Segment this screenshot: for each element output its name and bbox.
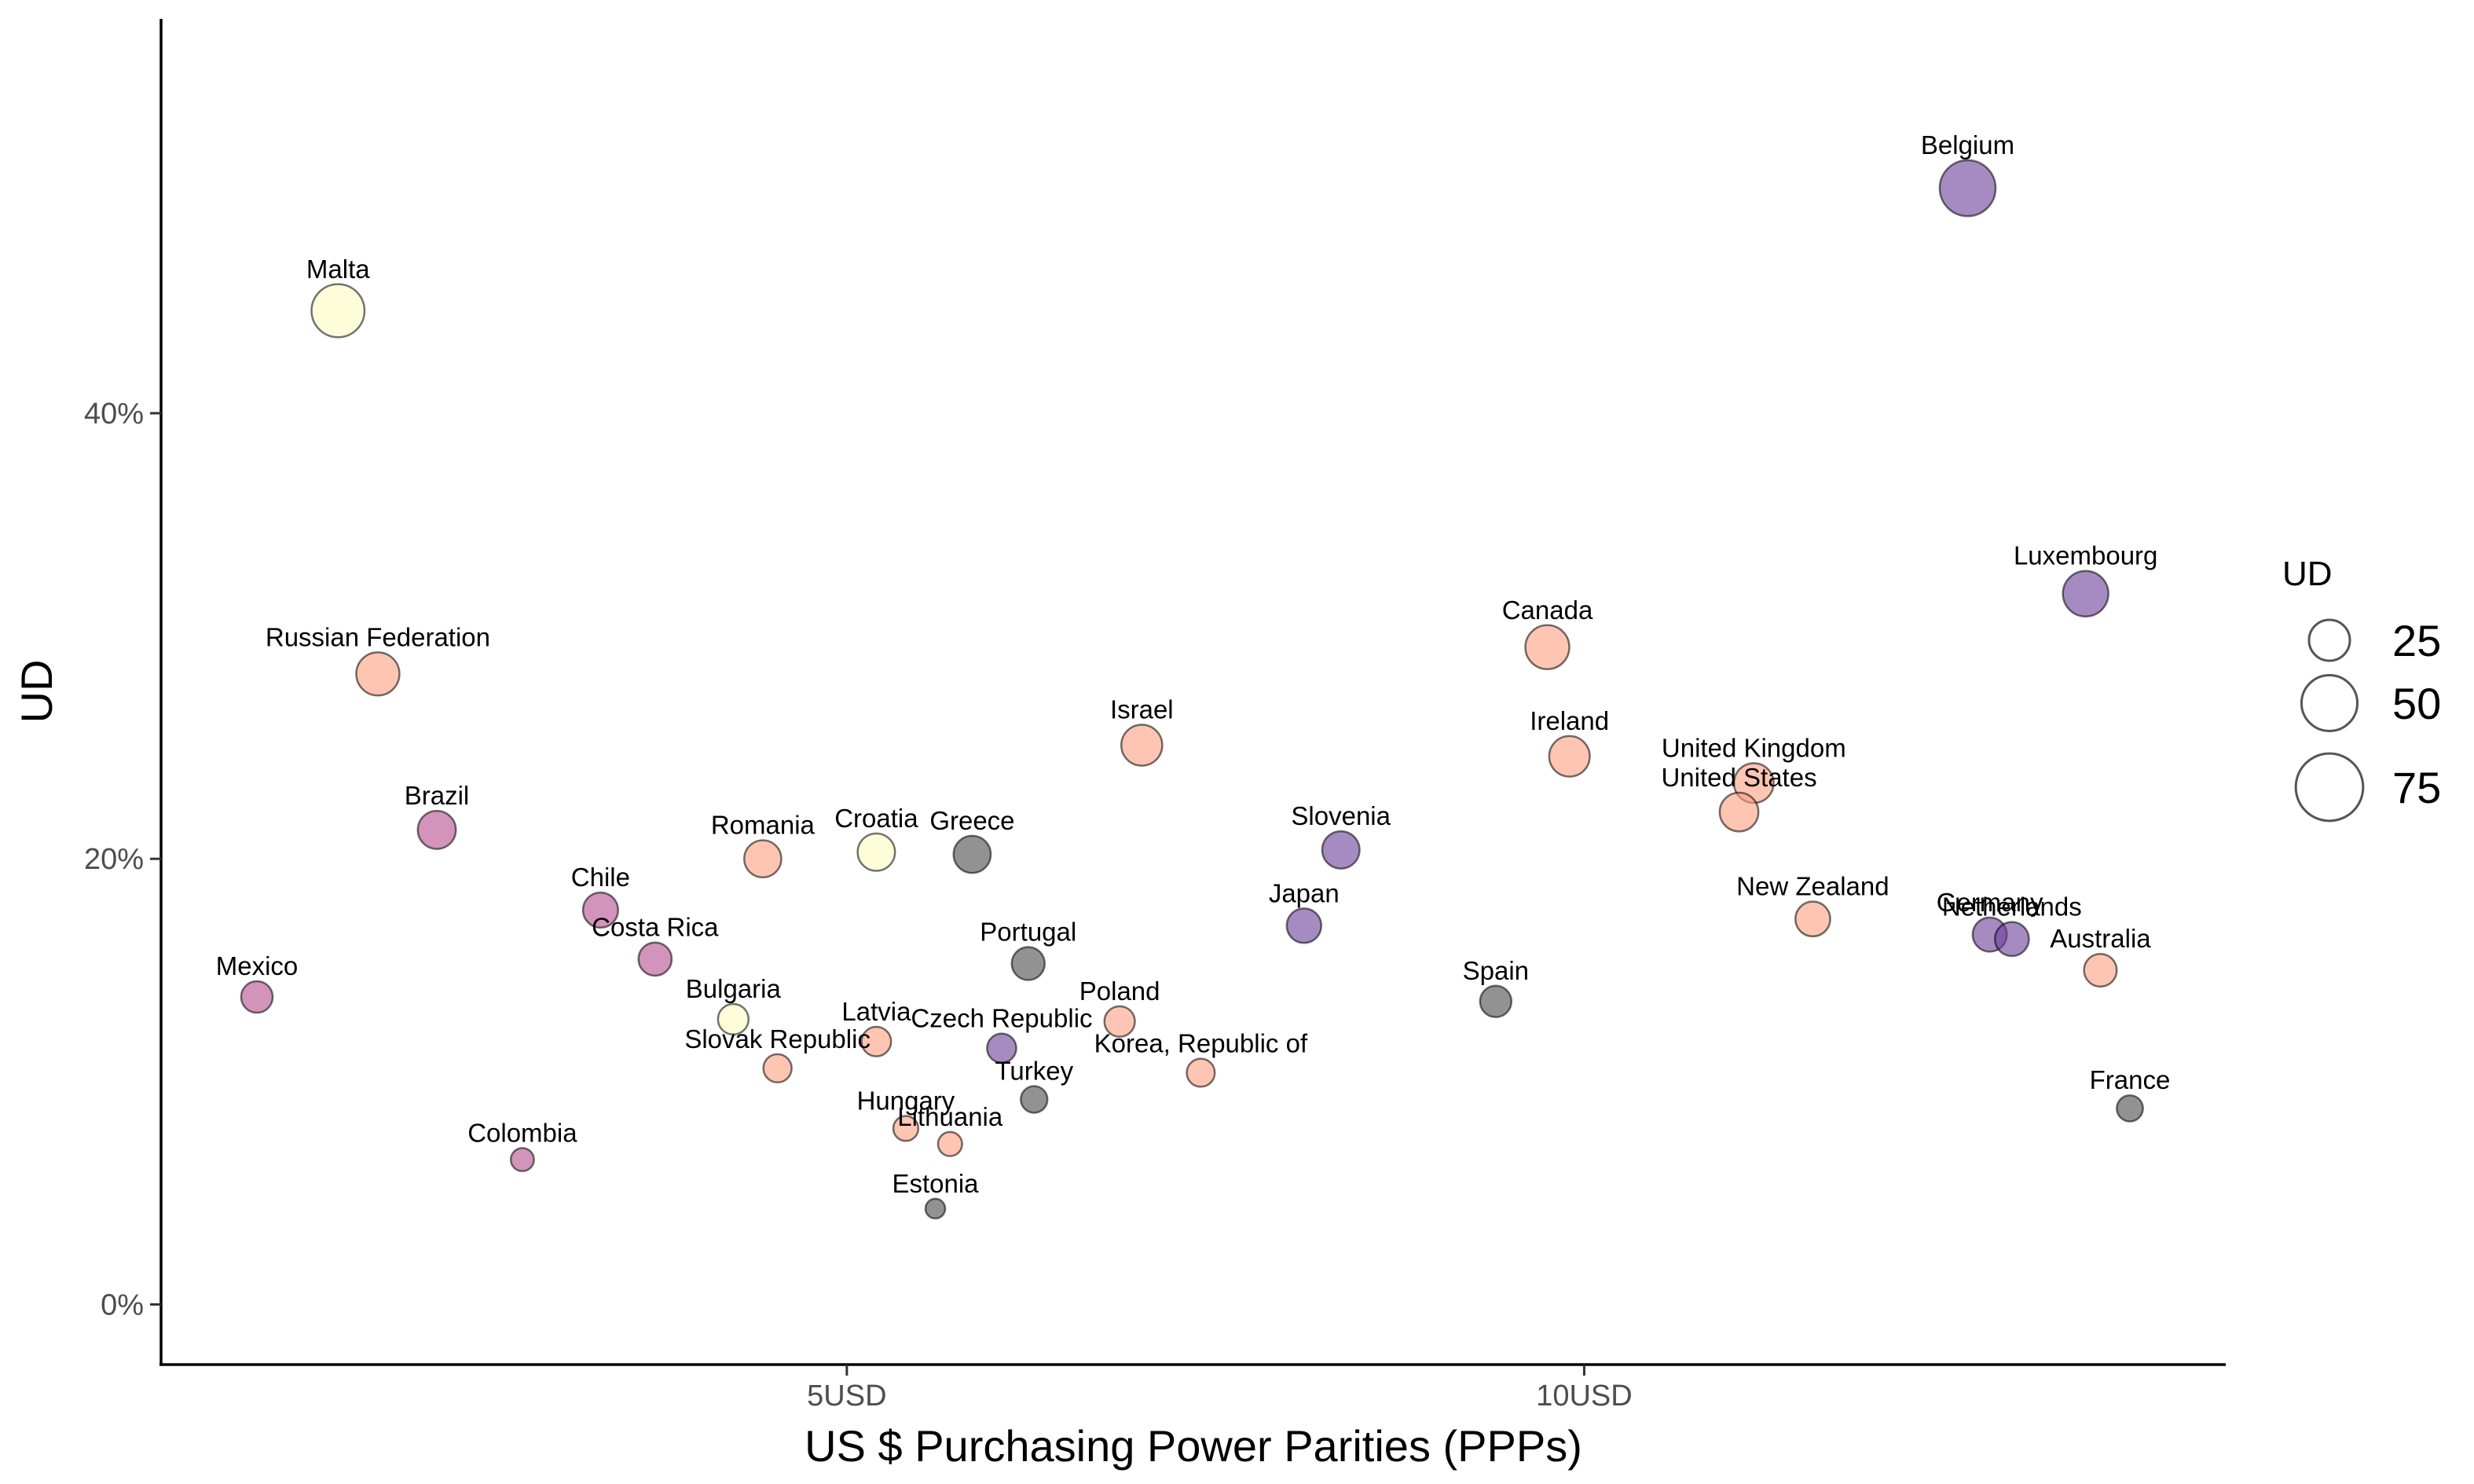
points <box>240 159 2144 1220</box>
ticks: 5USD 10USD 0% 20% 40% <box>84 398 1633 1413</box>
x-tick-label: 5USD <box>807 1380 886 1413</box>
label-brazil: Brazil <box>405 781 470 810</box>
label-ireland: Ireland <box>1530 706 1609 735</box>
legend-label-25: 25 <box>2392 616 2441 665</box>
point-hungary <box>892 1115 920 1142</box>
legend-title: UD <box>2282 555 2333 593</box>
label-netherlands: Netherlands <box>1942 892 2082 922</box>
point-greece <box>952 834 992 874</box>
point-czech-republic <box>986 1032 1017 1064</box>
point-australia <box>2083 952 2118 988</box>
point-costa-rica <box>637 941 673 977</box>
point-brazil <box>416 809 457 850</box>
legend-circle-75 <box>2294 752 2365 823</box>
legend-circle-50 <box>2300 673 2359 733</box>
y-tick-label: 0% <box>101 1288 144 1321</box>
label-australia: Australia <box>2050 924 2151 953</box>
point-croatia <box>856 832 896 872</box>
label-united-states: United States <box>1661 763 1816 792</box>
label-united-kingdom: United Kingdom <box>1662 734 1846 763</box>
legend-entries: 25 50 75 <box>2294 616 2441 823</box>
label-romania: Romania <box>711 811 816 840</box>
point-france <box>2116 1094 2144 1123</box>
legend-circle-25 <box>2307 618 2351 662</box>
point-mexico <box>240 980 274 1014</box>
point-russian-federation <box>355 651 401 697</box>
label-estonia: Estonia <box>892 1169 979 1198</box>
label-france: France <box>2090 1065 2171 1094</box>
label-costa-rica: Costa Rica <box>592 913 719 942</box>
label-slovak-republic: Slovak Republic <box>684 1024 870 1053</box>
label-lithuania: Lithuania <box>897 1102 1003 1131</box>
point-israel <box>1120 724 1164 767</box>
label-czech-republic: Czech Republic <box>911 1004 1092 1033</box>
point-spain <box>1479 984 1513 1018</box>
point-romania <box>743 839 783 879</box>
label-spain: Spain <box>1463 956 1529 985</box>
label-latvia: Latvia <box>841 997 911 1026</box>
y-axis-title: UD <box>12 660 61 724</box>
point-portugal <box>1010 946 1046 981</box>
label-colombia: Colombia <box>467 1118 577 1147</box>
label-germany: Germany <box>1937 888 2043 917</box>
label-poland: Poland <box>1079 977 1160 1006</box>
point-japan <box>1285 907 1323 944</box>
label-malta: Malta <box>306 255 370 284</box>
point-slovak-republic <box>762 1053 793 1084</box>
point-luxembourg <box>2062 570 2109 617</box>
y-tick-label: 20% <box>84 843 144 876</box>
point-latvia <box>860 1025 892 1057</box>
point-bulgaria <box>717 1002 750 1036</box>
point-turkey <box>1020 1085 1049 1114</box>
point-colombia <box>509 1147 535 1173</box>
point-malta <box>310 283 366 339</box>
label-korea-republic-of: Korea, Republic of <box>1094 1029 1308 1058</box>
label-mexico: Mexico <box>216 951 299 980</box>
legend-label-75: 75 <box>2392 763 2441 812</box>
point-estonia <box>924 1197 947 1220</box>
label-hungary: Hungary <box>857 1086 955 1115</box>
label-luxembourg: Luxembourg <box>2014 541 2157 570</box>
point-labels: Belgium Malta Luxembourg Canada Russian Fede… <box>216 130 2171 1198</box>
point-canada <box>1524 624 1571 671</box>
label-bulgaria: Bulgaria <box>686 974 782 1003</box>
label-croatia: Croatia <box>834 804 918 833</box>
label-greece: Greece <box>929 806 1014 835</box>
point-chile <box>581 891 619 929</box>
point-ireland <box>1548 735 1591 778</box>
point-belgium <box>1938 159 1997 218</box>
label-slovenia: Slovenia <box>1291 801 1391 830</box>
label-belgium: Belgium <box>1921 130 2014 159</box>
label-chile: Chile <box>571 863 630 892</box>
point-slovenia <box>1321 830 1361 870</box>
label-japan: Japan <box>1269 878 1340 907</box>
legend: UD 25 50 75 <box>2282 555 2441 823</box>
x-tick-label: 10USD <box>1536 1380 1633 1413</box>
label-israel: Israel <box>1110 695 1174 724</box>
point-netherlands <box>1993 921 2030 958</box>
label-turkey: Turkey <box>995 1057 1073 1086</box>
point-lithuania <box>936 1130 963 1157</box>
axes <box>159 19 2226 1366</box>
point-poland <box>1103 1005 1136 1038</box>
legend-label-50: 50 <box>2392 679 2441 728</box>
label-canada: Canada <box>1502 595 1593 625</box>
point-new-zealand <box>1794 900 1831 938</box>
label-portugal: Portugal <box>980 918 1076 947</box>
label-russian-federation: Russian Federation <box>266 622 490 651</box>
y-tick-label: 40% <box>84 398 144 431</box>
point-united-states <box>1718 791 1760 833</box>
label-new-zealand: New Zealand <box>1736 872 1889 901</box>
x-axis-title: US $ Purchasing Power Parities (PPPs) <box>805 1421 1582 1471</box>
point-korea-republic-of <box>1186 1057 1216 1088</box>
